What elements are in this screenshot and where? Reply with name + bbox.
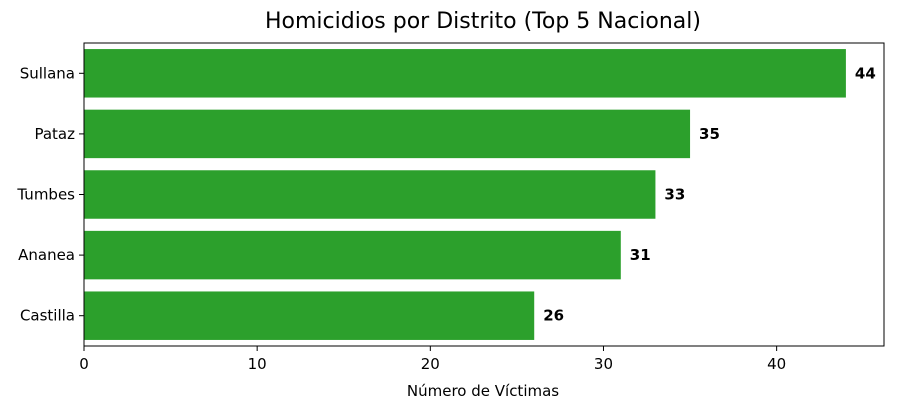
data-label: 26 [543, 307, 564, 325]
x-tick-label: 10 [248, 355, 267, 373]
x-tick-label: 20 [421, 355, 440, 373]
data-labels: 44 35 33 31 26 [543, 64, 876, 324]
bar-tumbes [84, 170, 656, 219]
x-tick-label: 0 [79, 355, 89, 373]
chart-title: Homicidios por Distrito (Top 5 Nacional) [265, 9, 701, 34]
data-label: 31 [630, 246, 651, 264]
x-axis: 0 10 20 30 40 [79, 346, 786, 373]
data-label: 35 [699, 125, 720, 143]
x-axis-label: Número de Víctimas [407, 382, 559, 400]
data-label: 33 [664, 186, 685, 204]
y-tick-label: Pataz [34, 125, 75, 143]
plot-frame [83, 42, 885, 347]
bar-castilla [84, 291, 535, 340]
x-tick-label: 40 [767, 355, 786, 373]
data-label: 44 [855, 64, 876, 82]
bar-sullana [84, 49, 846, 98]
y-tick-labels: Sullana Pataz Tumbes Ananea Castilla [16, 64, 84, 325]
bar-pataz [84, 109, 691, 159]
x-tick-label: 30 [594, 355, 613, 373]
y-tick-label: Sullana [20, 64, 75, 82]
y-tick-label: Castilla [20, 307, 75, 325]
y-tick-label: Ananea [18, 246, 75, 264]
bars-group [84, 49, 846, 340]
bar-ananea [84, 230, 621, 280]
y-tick-label: Tumbes [16, 186, 75, 204]
